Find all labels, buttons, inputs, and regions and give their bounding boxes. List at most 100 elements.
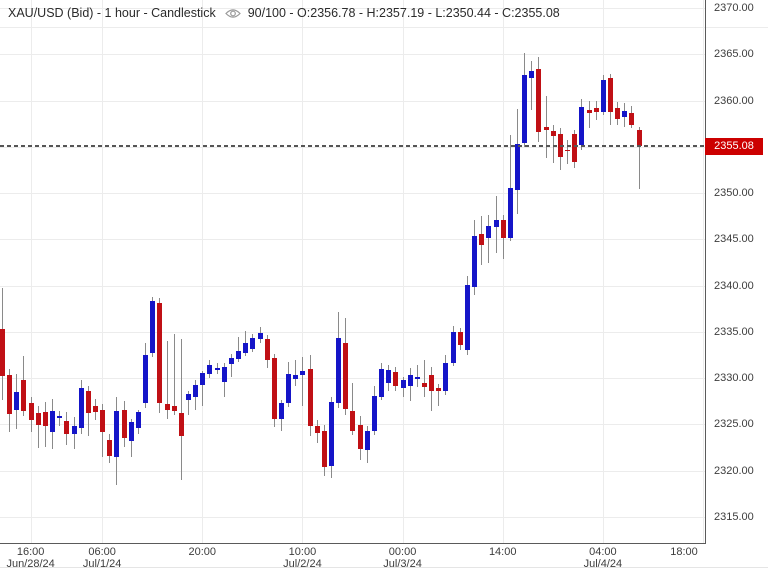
candle-wick xyxy=(230,354,232,378)
candle-body xyxy=(407,375,413,386)
candle-body xyxy=(550,131,556,136)
candle-body xyxy=(329,402,335,467)
candle-body xyxy=(164,404,170,410)
candle-body xyxy=(228,357,234,365)
candle-body xyxy=(364,430,370,451)
price-axis-label: 2335.00 xyxy=(714,325,754,338)
current-price-line xyxy=(0,145,705,148)
candle-body xyxy=(14,392,20,410)
candle-body xyxy=(343,343,349,409)
candle-body xyxy=(371,395,377,431)
candle-body xyxy=(522,74,528,144)
time-axis-label: 14:00 xyxy=(488,546,517,558)
price-axis-label: 2350.00 xyxy=(714,187,754,200)
candle-body xyxy=(443,363,449,392)
candle-body xyxy=(336,338,342,404)
candle-body xyxy=(185,393,191,401)
gridline-horizontal xyxy=(0,100,705,102)
candle-body xyxy=(572,133,578,162)
price-axis-label: 2360.00 xyxy=(714,94,754,107)
price-axis-label: 2315.00 xyxy=(714,510,754,523)
time-axis-label: 04:00 Jul/4/24 xyxy=(583,546,623,569)
candle-body xyxy=(629,112,635,125)
gridline-vertical xyxy=(502,0,504,543)
gridline-horizontal xyxy=(0,378,705,380)
candle-wick xyxy=(638,126,640,189)
candle-wick xyxy=(552,124,554,164)
candle-wick xyxy=(488,215,490,264)
candle-body xyxy=(565,149,571,152)
gridline-horizontal xyxy=(0,516,705,518)
candle-body xyxy=(193,384,199,397)
time-axis-label: 20:00 xyxy=(188,546,217,558)
candle-body xyxy=(42,412,48,427)
candle-body xyxy=(414,377,420,379)
candle-body xyxy=(622,110,628,118)
candle-body xyxy=(579,107,585,145)
candle-wick xyxy=(352,382,354,435)
candle-body xyxy=(479,233,485,245)
price-axis-label: 2370.00 xyxy=(714,2,754,14)
candle-body xyxy=(121,409,127,439)
candle-body xyxy=(400,380,406,389)
candle-body xyxy=(600,80,606,112)
candle-body xyxy=(500,219,506,238)
candle-wick xyxy=(173,333,175,416)
candle-body xyxy=(71,426,77,434)
gridline-horizontal xyxy=(0,146,705,148)
candle-body xyxy=(472,235,478,287)
chart-title: XAU/USD (Bid) - 1 hour - Candlestick xyxy=(8,6,216,20)
candle-wick xyxy=(37,405,39,448)
candle-body xyxy=(171,405,177,411)
candle-body xyxy=(135,412,141,429)
candle-body xyxy=(128,421,134,442)
candle-body xyxy=(257,332,263,340)
gridline-vertical xyxy=(202,0,204,543)
candle-body xyxy=(250,338,256,349)
candle-body xyxy=(422,382,428,388)
candle-body xyxy=(357,425,363,449)
candle-body xyxy=(221,367,227,382)
candle-body xyxy=(214,368,220,370)
time-axis-label: 06:00 Jul/1/24 xyxy=(82,546,122,569)
candle-body xyxy=(114,410,120,457)
eye-icon[interactable] xyxy=(224,8,241,19)
candle-body xyxy=(278,403,284,419)
candle-wick xyxy=(438,383,440,406)
candle-body xyxy=(615,107,621,120)
time-axis-label: 00:00 Jul/3/24 xyxy=(383,546,422,569)
candle-body xyxy=(307,368,313,427)
candle-body xyxy=(64,420,70,434)
gridline-horizontal xyxy=(0,331,705,333)
candle-body xyxy=(450,331,456,364)
header-separator xyxy=(0,27,768,28)
candle-wick xyxy=(295,359,297,386)
candle-body xyxy=(85,391,91,414)
price-axis-label: 2340.00 xyxy=(714,279,754,292)
candle-body xyxy=(493,219,499,228)
candle-body xyxy=(314,426,320,433)
candle-body xyxy=(429,375,435,392)
candle-body xyxy=(35,413,41,426)
price-axis-label: 2325.00 xyxy=(714,418,754,431)
candle-body xyxy=(457,331,463,345)
candle-body xyxy=(286,374,292,404)
time-axis-label: 10:00 Jul/2/24 xyxy=(283,546,322,569)
price-axis-label: 2330.00 xyxy=(714,372,754,385)
candle-body xyxy=(464,284,470,351)
gridline-horizontal xyxy=(0,470,705,472)
price-axis-label: 2345.00 xyxy=(714,233,754,246)
candle-body xyxy=(0,329,5,377)
current-price-value: 2355.08 xyxy=(714,140,754,153)
candle-wick xyxy=(187,391,189,416)
candle-body xyxy=(143,355,149,404)
candle-body xyxy=(300,370,306,376)
plot-area[interactable] xyxy=(0,0,705,543)
candle-body xyxy=(200,372,206,385)
candle-body xyxy=(636,130,642,147)
gridline-vertical xyxy=(302,0,304,543)
candle-wick xyxy=(567,140,569,165)
candle-body xyxy=(28,403,34,420)
candle-body xyxy=(529,70,535,79)
